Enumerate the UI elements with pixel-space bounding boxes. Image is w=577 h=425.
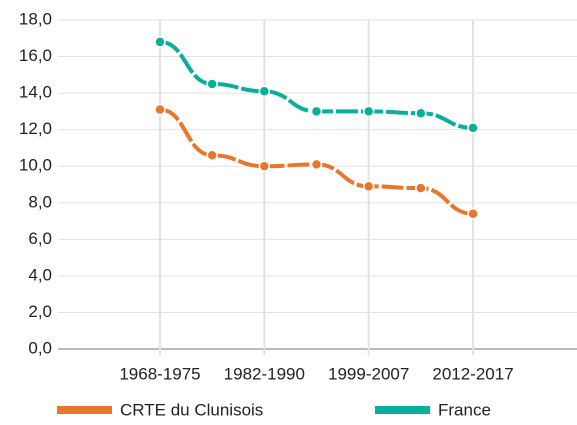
point [310, 158, 323, 171]
point [362, 105, 375, 118]
y-tick-label: 4,0 [28, 265, 52, 284]
legend-label: CRTE du Clunisois [120, 400, 263, 419]
legend-label: France [438, 400, 491, 419]
point [154, 103, 166, 116]
point [154, 36, 166, 48]
y-tick-label: 18,0 [19, 9, 52, 28]
legend-swatch [57, 406, 112, 414]
x-tick-label: 2012-2017 [432, 364, 513, 383]
point [415, 107, 427, 119]
y-tick-label: 16,0 [19, 46, 52, 65]
point [258, 85, 271, 98]
y-tick-label: 6,0 [28, 229, 52, 248]
y-tick-label: 2,0 [28, 302, 52, 321]
y-tick-label: 12,0 [19, 119, 52, 138]
y-tick-label: 14,0 [19, 83, 52, 102]
point [258, 160, 271, 172]
point [467, 122, 479, 134]
point [206, 78, 218, 90]
legend-swatch [375, 406, 430, 414]
point [415, 182, 427, 194]
y-tick-label: 10,0 [19, 156, 52, 175]
point [206, 149, 218, 162]
x-tick-label: 1982-1990 [224, 364, 305, 383]
point [362, 180, 375, 193]
y-tick-label: 0,0 [28, 338, 52, 357]
point [310, 105, 323, 118]
x-tick-label: 1999-2007 [328, 364, 409, 383]
point [467, 207, 479, 220]
y-tick-label: 8,0 [28, 192, 52, 211]
x-tick-label: 1968-1975 [119, 364, 200, 383]
